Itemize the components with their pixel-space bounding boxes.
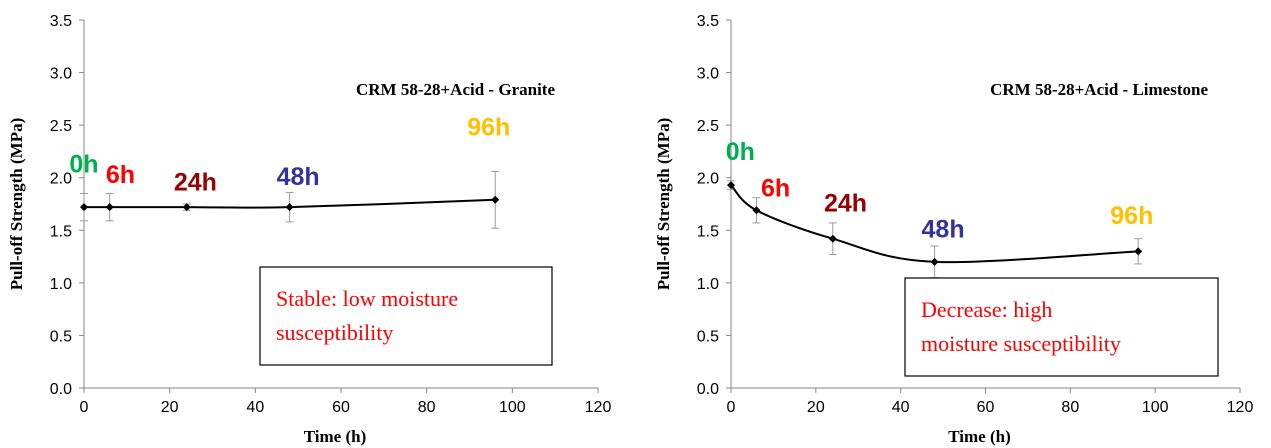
y-tick-label: 0.5 — [50, 328, 72, 345]
time-annotation: 24h — [824, 189, 867, 217]
time-annotation: 0h — [69, 150, 98, 178]
x-axis-title: Time (h) — [948, 427, 1011, 446]
y-axis-title: Pull-off Strength (MPa) — [7, 118, 26, 291]
data-point — [105, 203, 114, 212]
time-annotation: 6h — [106, 161, 135, 189]
time-annotation: 48h — [277, 163, 320, 191]
x-tick-label: 80 — [1061, 399, 1079, 416]
y-tick-label: 0.5 — [697, 328, 719, 345]
data-point — [80, 203, 88, 212]
granite-chart-svg: 0.0 0.5 1.0 1.5 2.0 2.5 3.0 3.5 0 20 40 60 80 100 120 T… — [7, 13, 612, 446]
data-point — [285, 203, 294, 212]
x-tick-label: 40 — [892, 399, 910, 416]
time-annotation: 6h — [761, 175, 790, 203]
time-annotation: 0h — [726, 138, 755, 166]
data-point — [828, 234, 837, 243]
y-tick-label: 1.5 — [50, 223, 72, 240]
data-point — [727, 181, 735, 190]
chart-title: CRM 58-28+Acid - Limestone — [990, 80, 1208, 99]
data-point — [182, 203, 191, 212]
y-tick-label: 1.0 — [697, 276, 719, 293]
y-tick-label: 3.0 — [50, 66, 72, 83]
y-tick-label: 2.5 — [697, 118, 719, 135]
time-annotation: 24h — [174, 168, 217, 196]
time-annotation: 96h — [467, 114, 510, 142]
y-tick-label: 0.0 — [50, 381, 72, 398]
limestone-chart: 0.0 0.5 1.0 1.5 2.0 2.5 3.0 3.5 0 20 40 60 80 100 120 T… — [645, 0, 1265, 448]
y-tick-label: 1.5 — [697, 223, 719, 240]
note-box — [904, 277, 1219, 377]
granite-chart: 0.0 0.5 1.0 1.5 2.0 2.5 3.0 3.5 0 20 40 60 80 100 120 T… — [0, 0, 620, 448]
note-text: moisture susceptibility — [921, 331, 1121, 356]
time-annotation: 48h — [922, 216, 965, 244]
y-tick-label: 2.0 — [697, 171, 719, 188]
time-annotation: 96h — [1110, 202, 1153, 230]
y-tick-label: 2.0 — [50, 171, 72, 188]
x-tick-label: 80 — [418, 399, 436, 416]
x-tick-label: 120 — [1227, 399, 1254, 416]
data-point — [491, 195, 500, 204]
x-tick-label: 40 — [246, 399, 264, 416]
y-tick-label: 1.0 — [50, 276, 72, 293]
y-tick-label: 3.0 — [697, 66, 719, 83]
x-tick-label: 20 — [161, 399, 179, 416]
data-point — [1134, 247, 1143, 256]
data-point — [930, 257, 939, 266]
y-tick-label: 0.0 — [697, 381, 719, 398]
y-tick-label: 3.5 — [50, 13, 72, 30]
y-tick-label: 3.5 — [697, 13, 719, 30]
x-tick-label: 60 — [977, 399, 995, 416]
x-tick-label: 60 — [332, 399, 350, 416]
x-tick-label: 20 — [807, 399, 825, 416]
x-tick-label: 100 — [1142, 399, 1169, 416]
note-text: susceptibility — [276, 320, 393, 345]
x-axis-title: Time (h) — [304, 427, 367, 446]
note-text: Decrease: high — [921, 297, 1052, 322]
chart-title: CRM 58-28+Acid - Granite — [356, 80, 555, 99]
x-tick-label: 120 — [585, 399, 612, 416]
y-axis-title: Pull-off Strength (MPa) — [654, 118, 673, 291]
limestone-chart-svg: 0.0 0.5 1.0 1.5 2.0 2.5 3.0 3.5 0 20 40 60 80 100 120 T… — [654, 13, 1254, 446]
note-text: Stable: low moisture — [276, 286, 458, 311]
note-box — [259, 266, 553, 366]
x-tick-label: 0 — [80, 399, 89, 416]
y-tick-label: 2.5 — [50, 118, 72, 135]
data-point — [752, 206, 761, 215]
x-tick-label: 100 — [499, 399, 526, 416]
x-tick-label: 0 — [727, 399, 736, 416]
